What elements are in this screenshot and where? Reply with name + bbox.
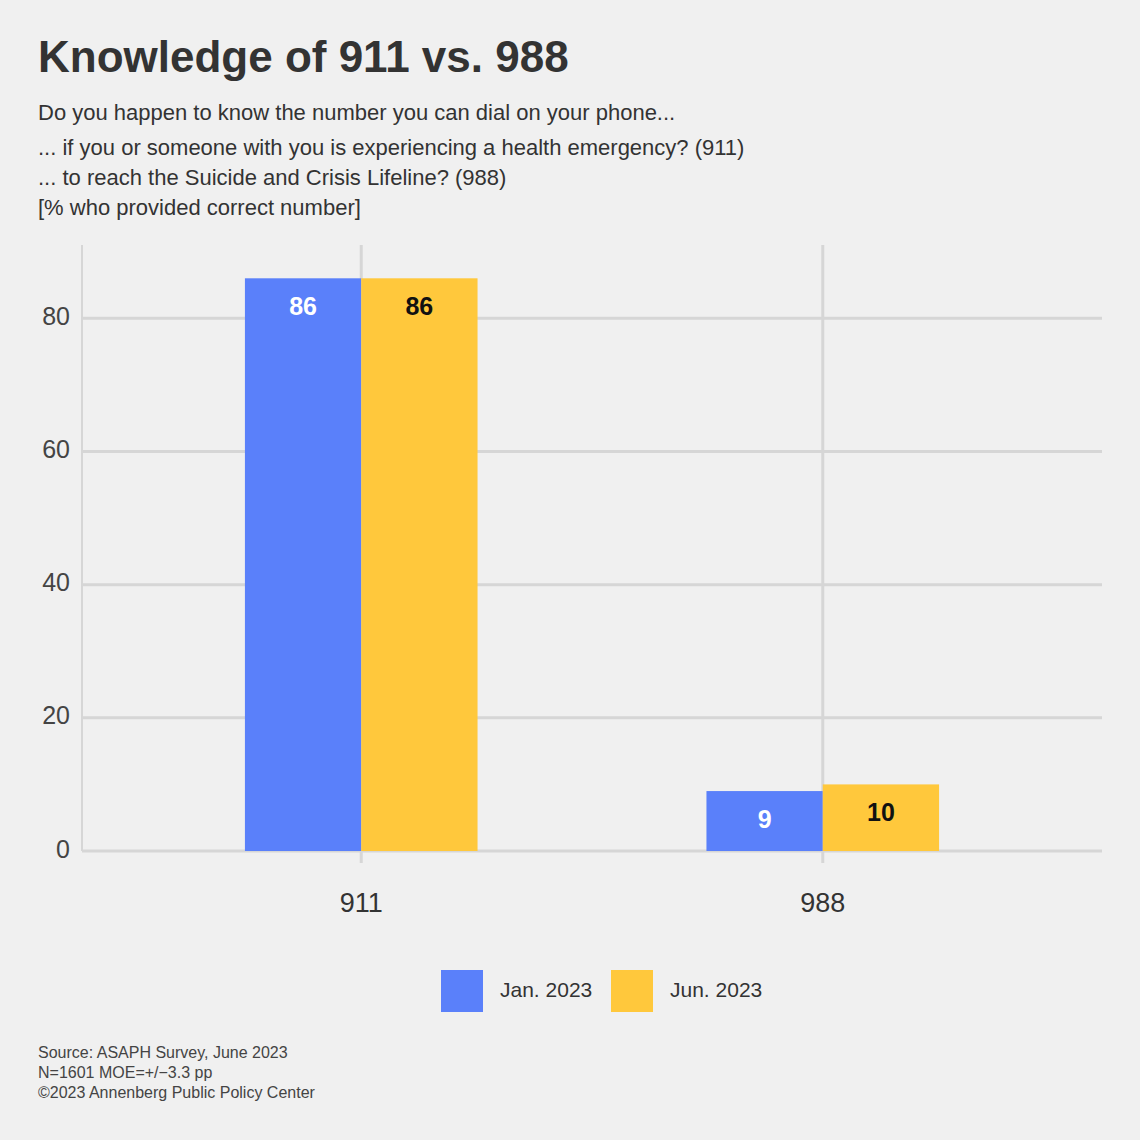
grid-line: [82, 716, 1102, 719]
source-note: Source: ASAPH Survey, June 2023: [38, 1044, 288, 1061]
y-tick-label: 20: [42, 701, 70, 729]
x-tick-label: 911: [340, 888, 383, 918]
grid-line: [82, 583, 1102, 586]
data-label: 9: [758, 805, 772, 833]
legend-label: Jun. 2023: [670, 978, 762, 1001]
grid-line: [82, 450, 1102, 453]
subtitle: ... if you or someone with you is experi…: [38, 135, 744, 160]
subtitle: [% who provided correct number]: [38, 195, 361, 220]
chart-svg: Knowledge of 911 vs. 988 Do you happen to…: [0, 0, 1140, 1140]
legend-swatch: [611, 970, 653, 1012]
source-note: N=1601 MOE=+/−3.3 pp: [38, 1064, 212, 1081]
data-label: 86: [405, 292, 433, 320]
y-tick-label: 40: [42, 568, 70, 596]
grid-line: [82, 317, 1102, 320]
legend-label: Jan. 2023: [500, 978, 592, 1001]
bar: [245, 278, 361, 851]
subtitle: Do you happen to know the number you can…: [38, 100, 675, 125]
y-tick-label: 80: [42, 302, 70, 330]
bar: [706, 791, 822, 851]
grid: [82, 245, 1102, 863]
legend: Jan. 2023 Jun. 2023: [441, 970, 762, 1012]
x-tick-label: 988: [800, 888, 845, 918]
source-note: ©2023 Annenberg Public Policy Center: [38, 1084, 316, 1101]
y-axis-line: [81, 245, 83, 851]
y-tick-label: 0: [56, 835, 70, 863]
data-label: 10: [867, 798, 895, 826]
background: [0, 0, 1140, 1140]
bar: [823, 784, 939, 851]
title: Knowledge of 911 vs. 988: [38, 32, 569, 81]
y-tick-label: 60: [42, 435, 70, 463]
bar: [361, 278, 477, 851]
data-labels: 86 9 86 10: [289, 292, 895, 833]
subtitle: ... to reach the Suicide and Crisis Life…: [38, 165, 506, 190]
chart-container: Knowledge of 911 vs. 988 Do you happen to…: [0, 0, 1140, 1140]
legend-swatch: [441, 970, 483, 1012]
grid-line: [82, 850, 1102, 853]
bars: [245, 278, 939, 851]
data-label: 86: [289, 292, 317, 320]
category-grid-line: [821, 245, 824, 863]
